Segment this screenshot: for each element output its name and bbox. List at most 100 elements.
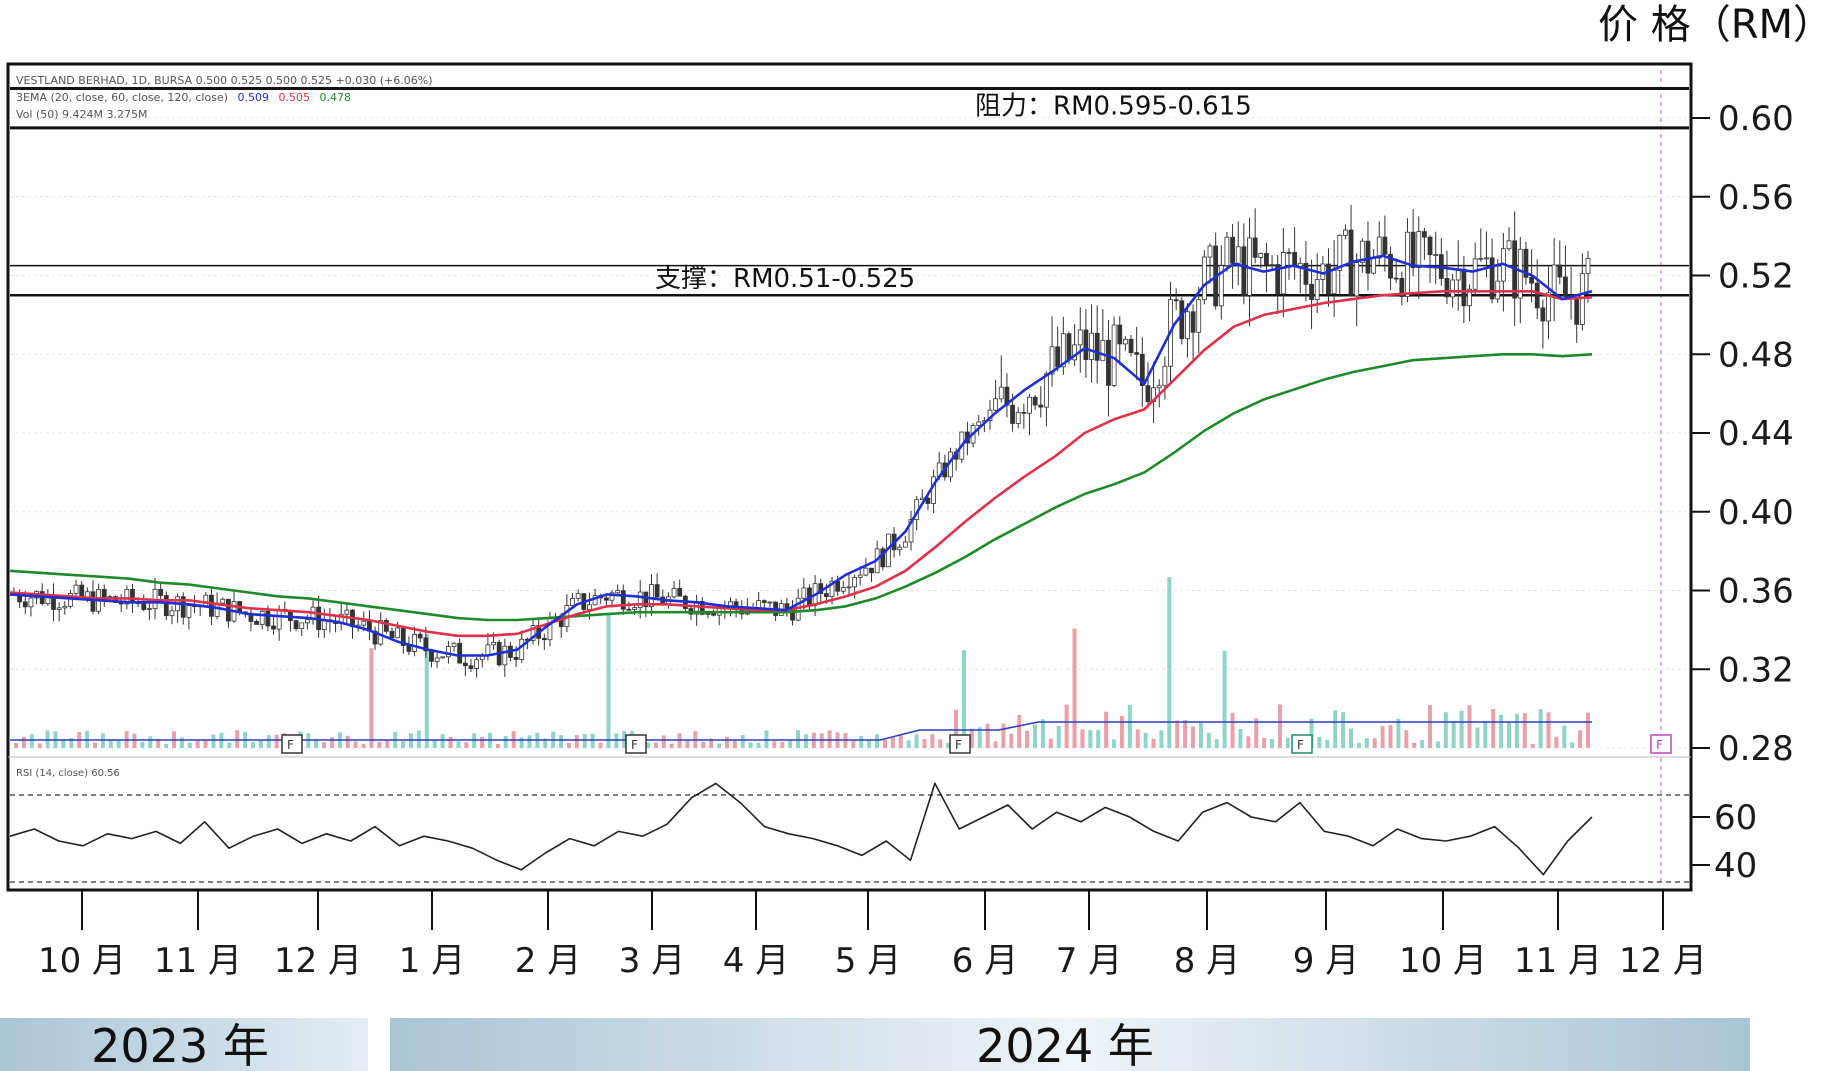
earnings-marker-box bbox=[949, 734, 971, 754]
candle-body bbox=[1241, 246, 1247, 296]
candle-body bbox=[79, 584, 85, 599]
volume-bar bbox=[37, 743, 42, 748]
volume-bar bbox=[590, 733, 595, 748]
volume-bar bbox=[140, 741, 145, 748]
volume-bar bbox=[1246, 736, 1251, 748]
month-axis: 10 月 11 月 12 月 1 月 2 月 3 月 4 月 5 月 6 月 7 月 8 月 9 月 1… bbox=[38, 890, 1707, 981]
candle-body bbox=[163, 595, 169, 617]
volume-bar bbox=[1514, 713, 1519, 748]
month-label: 5 月 bbox=[835, 941, 901, 981]
candle-body bbox=[1331, 269, 1337, 295]
volume-bar bbox=[614, 733, 619, 748]
volume-bar bbox=[1056, 726, 1061, 748]
candle-body bbox=[451, 642, 457, 648]
candle-body bbox=[1224, 236, 1230, 267]
volume-bar bbox=[1104, 711, 1109, 748]
candle-body bbox=[406, 645, 412, 652]
volume-bar bbox=[867, 740, 872, 748]
candle-body bbox=[1055, 346, 1061, 368]
volume-bar bbox=[266, 735, 271, 748]
candle-body bbox=[1010, 404, 1015, 424]
candle-body bbox=[1292, 252, 1298, 267]
candle-body bbox=[1563, 276, 1568, 297]
candle-body bbox=[1089, 332, 1094, 360]
volume-bar bbox=[954, 709, 959, 748]
candle-body bbox=[1484, 257, 1489, 260]
earnings-marker-letter: F bbox=[1297, 738, 1304, 752]
candle-body bbox=[711, 613, 716, 616]
candle-body bbox=[1326, 263, 1331, 295]
volume-bar bbox=[1562, 725, 1567, 748]
volume-bar bbox=[1546, 712, 1551, 748]
earnings-marker-letter: F bbox=[631, 738, 638, 752]
volume-bar bbox=[1183, 720, 1188, 748]
candle-body bbox=[180, 596, 186, 618]
volume-bar bbox=[946, 742, 951, 748]
candle-body bbox=[457, 642, 463, 664]
volume-bar bbox=[1364, 738, 1369, 748]
volume-bar bbox=[709, 738, 714, 748]
ema-mid-value: 0.505 bbox=[279, 91, 311, 104]
candle-body bbox=[1032, 396, 1038, 406]
volume-bar bbox=[227, 742, 232, 748]
month-label: 10 月 bbox=[1399, 941, 1487, 981]
price-tick-label: 0.32 bbox=[1718, 650, 1794, 690]
volume-bar bbox=[1554, 736, 1559, 748]
candle-body bbox=[462, 662, 468, 667]
candle-body bbox=[429, 650, 434, 662]
candle-body bbox=[1354, 262, 1360, 297]
volume-bar bbox=[882, 739, 887, 748]
rsi-tick-label: 40 bbox=[1714, 846, 1757, 886]
volume-bar bbox=[898, 734, 903, 748]
volume-bar bbox=[803, 734, 808, 748]
candle-body bbox=[1444, 278, 1450, 298]
candle-body bbox=[254, 621, 259, 625]
candle-body bbox=[1264, 252, 1269, 266]
candle-body bbox=[276, 608, 282, 630]
candle-body bbox=[671, 588, 677, 598]
volume-bar bbox=[1412, 742, 1417, 748]
volume-bar bbox=[566, 742, 571, 748]
volume-bar bbox=[1443, 712, 1448, 748]
year-bar: 2023 年 2024 年 bbox=[0, 1018, 1750, 1071]
candle-body bbox=[857, 574, 863, 578]
volume-bar bbox=[1586, 712, 1590, 748]
candle-body bbox=[1303, 262, 1309, 285]
candle-body bbox=[1106, 339, 1111, 386]
volume-bar bbox=[724, 736, 729, 748]
candle-body bbox=[1574, 298, 1580, 325]
volume-bar bbox=[827, 730, 832, 748]
price-axis: 0.60 0.56 0.52 0.48 0.44 0.40 0.36 0.32 0.28 60 40 bbox=[1691, 99, 1794, 886]
month-label: 1 月 bbox=[399, 941, 465, 981]
ema-fast-value: 0.509 bbox=[238, 91, 270, 104]
ema-slow-value: 0.478 bbox=[320, 91, 352, 104]
candle-body bbox=[823, 593, 829, 597]
volume-bar bbox=[574, 735, 579, 748]
volume-bar bbox=[543, 738, 548, 748]
candle-body bbox=[265, 611, 271, 627]
candle-body bbox=[124, 588, 130, 605]
candle-body bbox=[378, 620, 384, 645]
candle-body bbox=[395, 627, 401, 639]
candle-body bbox=[271, 625, 276, 630]
candle-body bbox=[637, 591, 643, 608]
candle-body bbox=[440, 656, 446, 659]
candle-body bbox=[1201, 256, 1207, 301]
candle-body bbox=[1337, 234, 1343, 271]
earnings-marker: F bbox=[949, 734, 971, 754]
candle-body bbox=[434, 657, 440, 662]
volume-ma-line bbox=[10, 721, 1592, 741]
earnings-marker-box bbox=[625, 734, 647, 754]
candle-body bbox=[446, 646, 451, 658]
volume-bar bbox=[985, 723, 990, 748]
volume-bar bbox=[164, 743, 169, 748]
volume-bar bbox=[1380, 726, 1385, 748]
volume-bar bbox=[1096, 729, 1101, 748]
candle-body bbox=[902, 541, 908, 548]
volume-bar bbox=[606, 615, 611, 748]
volume-bar bbox=[1119, 715, 1124, 748]
candle-body bbox=[1478, 257, 1484, 260]
candle-body bbox=[880, 548, 886, 568]
candle-body bbox=[908, 519, 914, 543]
